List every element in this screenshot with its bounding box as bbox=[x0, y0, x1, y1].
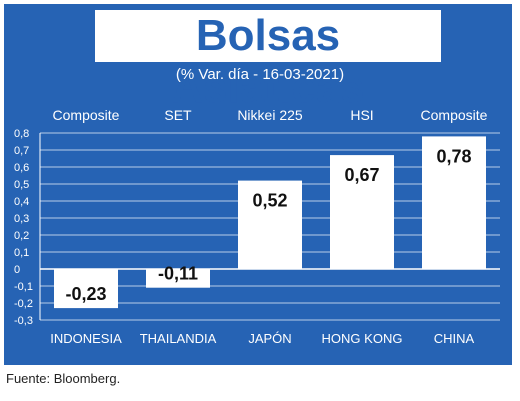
x-tick-label: CHINA bbox=[434, 331, 475, 346]
index-label: Composite bbox=[53, 107, 120, 123]
y-tick-label: 0,8 bbox=[14, 128, 29, 140]
y-tick-label: 0,4 bbox=[14, 196, 29, 208]
bar bbox=[238, 180, 302, 269]
y-tick-label: 0,7 bbox=[14, 145, 29, 157]
bar bbox=[54, 269, 118, 309]
y-tick-label: 0,6 bbox=[14, 162, 29, 174]
chart-subtitle: (% Var. día - 16-03-2021) bbox=[175, 66, 345, 83]
y-tick-label: 0 bbox=[14, 264, 20, 276]
y-tick-label: 0,5 bbox=[14, 179, 29, 191]
data-label: -0,11 bbox=[158, 264, 198, 284]
y-tick-label: 0,3 bbox=[14, 213, 29, 225]
data-label: -0,23 bbox=[65, 284, 106, 304]
data-label: 0,67 bbox=[344, 165, 379, 185]
x-tick-label: JAPÓN bbox=[248, 331, 291, 346]
y-tick-label: 0,2 bbox=[14, 230, 29, 242]
y-tick-label: -0,1 bbox=[14, 281, 33, 293]
y-tick-label: 0,1 bbox=[14, 247, 29, 259]
bar bbox=[422, 136, 486, 269]
index-label: Composite bbox=[421, 107, 488, 123]
bar bbox=[146, 269, 210, 288]
x-tick-label: THAILANDIA bbox=[140, 331, 217, 346]
y-tick-label: -0,3 bbox=[14, 315, 33, 327]
x-tick-label: INDONESIA bbox=[50, 331, 122, 346]
source-note: Fuente: Bloomberg. bbox=[6, 371, 121, 386]
data-label: 0,52 bbox=[252, 191, 287, 211]
bar bbox=[330, 155, 394, 269]
index-label: Nikkei 225 bbox=[237, 107, 303, 123]
data-label: 0,78 bbox=[436, 146, 471, 166]
title-box: Bolsas Asiáticas bbox=[95, 10, 441, 112]
index-label: SET bbox=[164, 107, 192, 123]
chart-title: Bolsas Asiáticas bbox=[171, 11, 365, 112]
index-label: HSI bbox=[350, 107, 373, 123]
y-tick-label: -0,2 bbox=[14, 298, 33, 310]
x-tick-label: HONG KONG bbox=[322, 331, 403, 346]
